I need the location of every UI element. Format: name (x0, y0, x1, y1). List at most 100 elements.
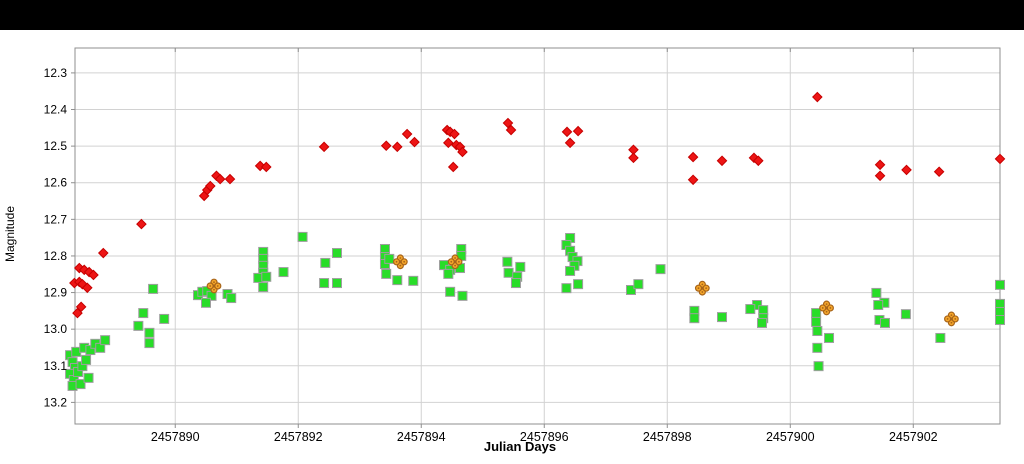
green-square-point (655, 264, 666, 275)
green-square-point (319, 278, 330, 289)
red-diamond-point (88, 269, 99, 281)
green-square-point (332, 278, 343, 289)
x-tick-label: 2457896 (520, 430, 569, 444)
green-square-point (811, 316, 822, 327)
red-diamond-point (318, 141, 330, 153)
red-diamond-point (447, 161, 459, 173)
x-tick-label: 2457900 (766, 430, 815, 444)
green-square-point (510, 278, 521, 289)
red-diamond-point (502, 117, 514, 129)
x-tick-label: 2457892 (274, 430, 323, 444)
green-square-point (384, 253, 395, 264)
red-diamond-point (401, 128, 413, 140)
red-diamond-point (572, 125, 584, 137)
green-square-point (717, 312, 728, 323)
y-tick-label: 12.8 (44, 249, 68, 263)
red-diamond-point (457, 146, 468, 158)
green-square-point (258, 282, 269, 293)
orange-cluster-marker (206, 278, 222, 294)
green-square-point (812, 342, 823, 353)
x-tick-label: 2457894 (397, 430, 446, 444)
red-diamond-point (505, 124, 517, 136)
green-square-point (201, 297, 212, 308)
green-square-point (873, 300, 884, 311)
green-square-point (381, 268, 392, 279)
red-diamond-point (136, 218, 147, 230)
green-square-point (813, 361, 824, 372)
x-tick-label: 2457890 (151, 430, 200, 444)
red-diamond-point (716, 155, 728, 167)
green-square-point (159, 313, 170, 324)
green-square-point (756, 317, 767, 328)
red-diamond-point (81, 282, 93, 294)
red-diamond-point (561, 126, 573, 138)
data-points (65, 91, 1006, 391)
red-diamond-point (687, 174, 699, 186)
green-square-point (320, 257, 331, 268)
red-diamond-point (260, 161, 272, 173)
red-diamond-point (874, 170, 886, 182)
axis-labels: 2457890 2457892 2457894 2457896 2457898 24579… (44, 66, 938, 444)
grid (75, 48, 1000, 424)
green-square-point (226, 293, 237, 304)
green-square-point (935, 332, 946, 343)
green-square-point (625, 285, 636, 296)
green-square-point (457, 290, 468, 301)
green-square-point (565, 265, 576, 276)
green-square-point (745, 304, 756, 315)
y-tick-label: 13.2 (44, 395, 68, 409)
green-square-point (278, 267, 289, 278)
light-curve-chart: 2457890 2457892 2457894 2457896 2457898 24579… (3, 47, 1006, 454)
orange-cluster-marker (694, 280, 710, 296)
green-square-point (148, 283, 159, 294)
green-square-point (392, 275, 403, 286)
red-diamond-point (78, 264, 90, 276)
red-diamond-point (97, 247, 109, 259)
y-tick-label: 13.0 (44, 322, 68, 336)
red-diamond-point (564, 137, 576, 149)
y-tick-label: 12.4 (44, 103, 68, 117)
green-square-point (995, 315, 1005, 326)
chart-area: 2457890 2457892 2457894 2457896 2457898 24579… (0, 30, 1024, 459)
red-diamond-point (224, 173, 236, 185)
green-square-point (871, 287, 882, 298)
red-diamond-point (204, 180, 216, 192)
green-square-point (502, 256, 513, 267)
red-diamond-point (409, 136, 420, 148)
green-square-point (133, 320, 144, 331)
x-tick-label: 2457898 (643, 430, 692, 444)
red-diamond-point (687, 151, 699, 163)
green-square-point (900, 309, 911, 320)
y-tick-label: 12.9 (44, 286, 68, 300)
orange-cluster-marker (944, 311, 959, 327)
green-square-point (75, 379, 86, 390)
green-square-point (995, 279, 1005, 290)
green-square-point (561, 283, 572, 294)
orange-cluster-marker (819, 300, 834, 316)
y-tick-label: 12.5 (44, 139, 68, 153)
green-square-point (408, 275, 419, 286)
green-square-point (261, 271, 272, 282)
red-diamond-point (214, 173, 226, 185)
green-square-point (811, 308, 822, 319)
orange-cluster-marker (447, 254, 463, 270)
red-diamond-point (874, 159, 886, 171)
plot-border (74, 47, 1001, 425)
green-square-point (503, 267, 514, 278)
green-square-point (573, 279, 584, 290)
green-square-point (297, 231, 308, 242)
green-square-point (81, 354, 92, 365)
red-diamond-point (391, 141, 403, 153)
green-square-point (824, 332, 835, 343)
green-square-point (144, 327, 155, 338)
y-axis-title: Magnitude (3, 206, 17, 262)
red-diamond-point (75, 301, 87, 313)
red-diamond-point (933, 166, 945, 178)
x-tick-label: 2457902 (889, 430, 938, 444)
red-diamond-point (752, 155, 764, 167)
green-square-point (515, 261, 526, 272)
green-square-point (445, 286, 456, 297)
green-square-point (332, 248, 343, 259)
green-square-point (879, 317, 890, 328)
top-bar (0, 0, 1024, 30)
